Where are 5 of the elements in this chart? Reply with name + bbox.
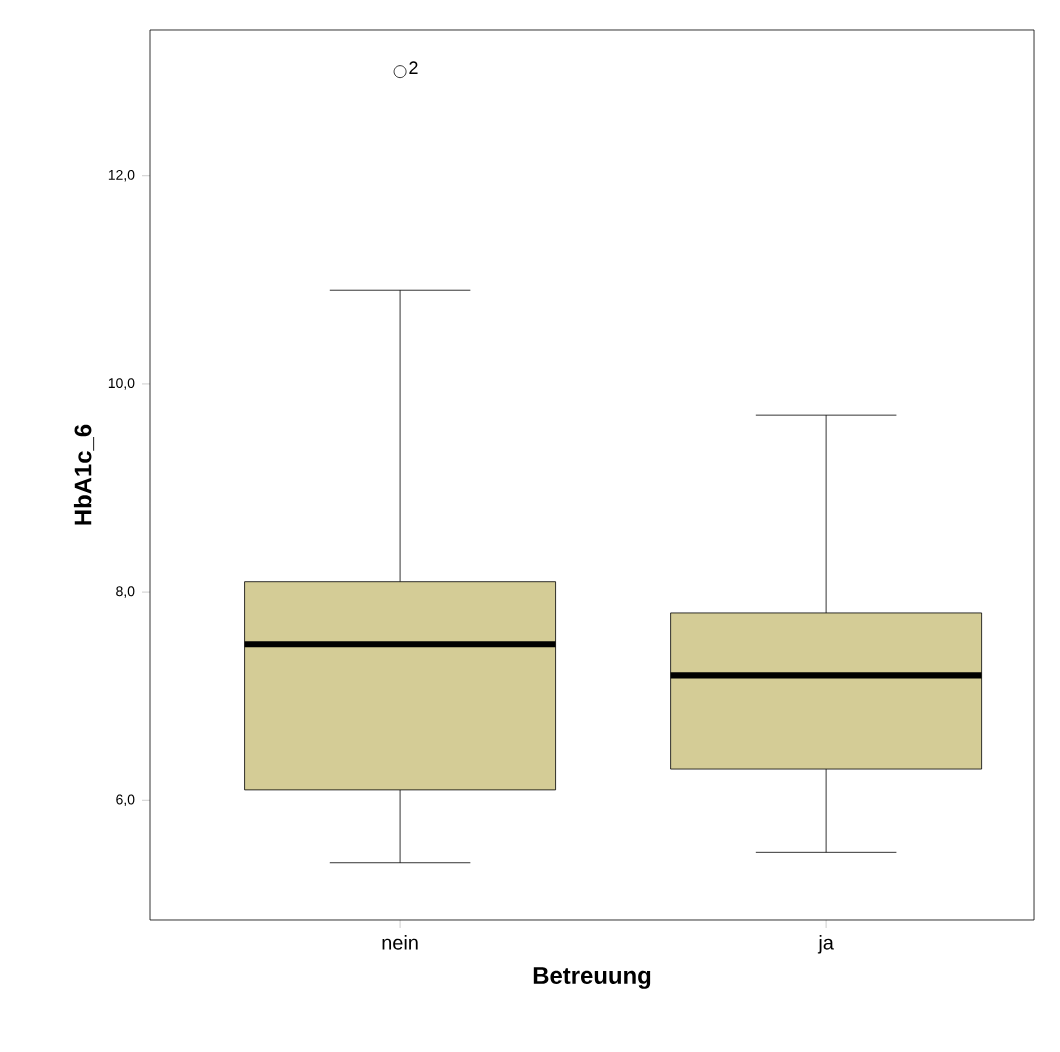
x-tick-label: ja: [817, 935, 834, 954]
y-axis-title: HbA1c_6: [73, 424, 95, 525]
annotation: 2: [409, 61, 418, 74]
x-tick-label: nein: [382, 935, 418, 950]
x-axis-title: Betreuung: [533, 967, 651, 989]
